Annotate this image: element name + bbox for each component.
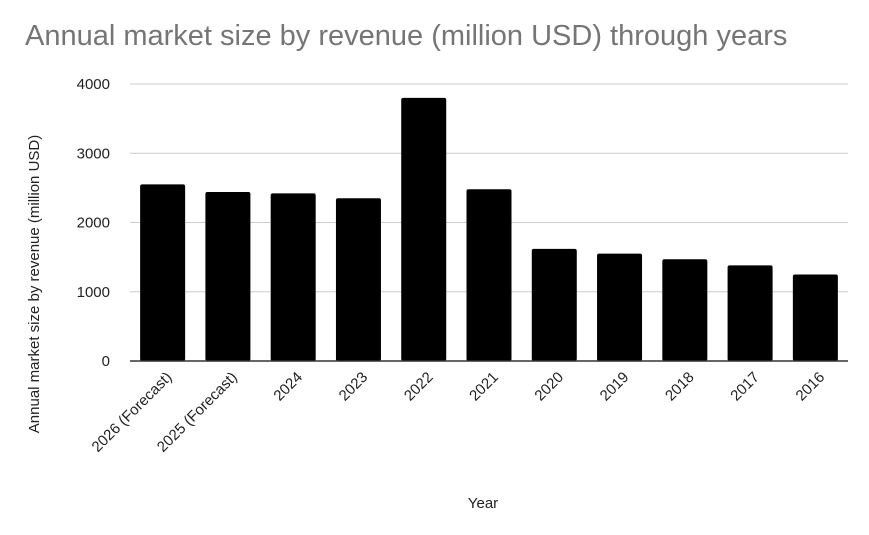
bar [270,193,316,361]
bar [140,184,186,361]
x-tick-label: 2023 [336,369,372,405]
bar [727,265,773,361]
bar [662,259,708,361]
x-tick-label: 2021 [466,369,502,405]
y-axis-label: Annual market size by revenue (million U… [26,135,43,433]
bar [466,189,512,361]
x-tick-label: 2022 [401,369,437,405]
bar [531,248,577,361]
x-tick-label: 2019 [597,369,633,405]
y-tick-label: 0 [102,353,110,370]
bar [597,253,643,361]
x-axis-label: Year [468,495,498,512]
y-tick-label: 2000 [77,215,110,232]
bar [335,198,381,361]
x-tick-label: 2018 [662,369,698,405]
y-tick-label: 1000 [77,284,110,301]
chart-title: Annual market size by revenue (million U… [25,20,788,52]
x-tick-label: 2016 [793,369,829,405]
x-tick-label: 2020 [531,369,567,405]
bar [792,274,838,361]
y-tick-label: 4000 [77,76,110,93]
bar [205,192,251,361]
x-tick-labels: 2026 (Forecast)2025 (Forecast) 2024 2023 20… [89,369,829,456]
x-tick-label: 2024 [270,369,306,405]
y-tick-labels: 0 1000 2000 3000 4000 [77,76,110,370]
bars [140,97,838,361]
x-tick-label: 2017 [727,369,763,405]
y-tick-label: 3000 [77,145,110,162]
bar [401,97,447,361]
